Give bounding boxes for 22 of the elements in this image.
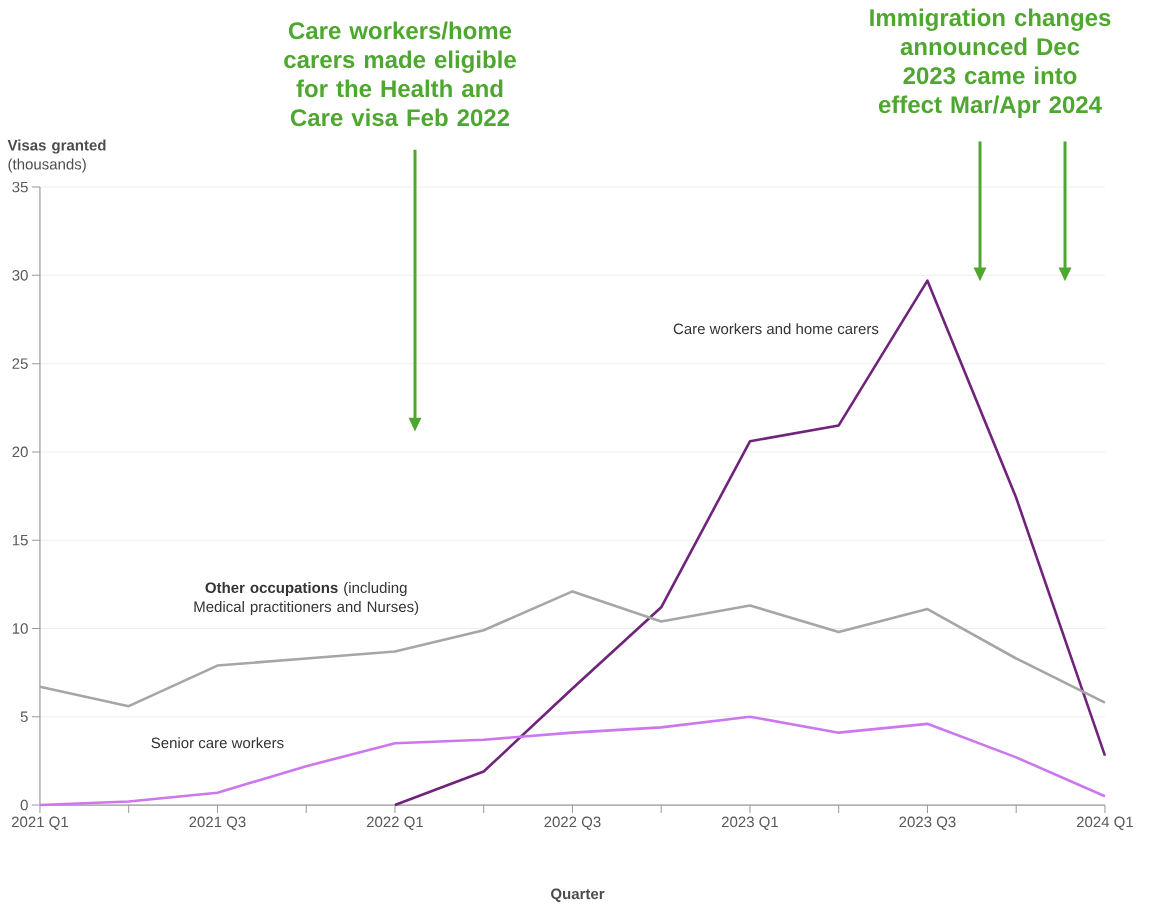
x-axis-title: Quarter (551, 888, 605, 902)
text: Care workers/home carers made eligible for the Health and Care visa Feb 2022 (284, 21, 516, 127)
y-tick-label: 20 (12, 446, 28, 458)
y-tick-label: 15 (12, 534, 28, 546)
text: Other occupations (including Medical practitioners and Nurses) (194, 582, 419, 615)
x-tick-label: 2022 Q3 (544, 816, 601, 830)
x-tick-label: 2021 Q1 (11, 816, 68, 830)
y-tick-label: 5 (20, 711, 28, 722)
y-axis-title: Visas granted (thousands) (7, 139, 106, 173)
series-label: Senior care workers (151, 737, 284, 749)
x-tick-label: 2023 Q1 (721, 816, 778, 830)
y-tick-label: 0 (20, 799, 28, 811)
x-tick-label: 2024 Q1 (1076, 816, 1133, 830)
x-tick-label: 2023 Q3 (899, 816, 956, 830)
y-tick-label: 30 (12, 270, 28, 281)
y-tick-label: 25 (12, 358, 28, 369)
y-tick-label: 10 (12, 623, 28, 634)
y-tick-label: 35 (12, 181, 28, 193)
x-tick-label: 2021 Q3 (189, 816, 246, 830)
series-label: Care workers and home carers (673, 323, 879, 335)
text: Immigration changes announced Dec 2023 came into effect Mar/Apr 2024 (870, 8, 1111, 118)
x-tick-label: 2022 Q1 (366, 816, 423, 830)
